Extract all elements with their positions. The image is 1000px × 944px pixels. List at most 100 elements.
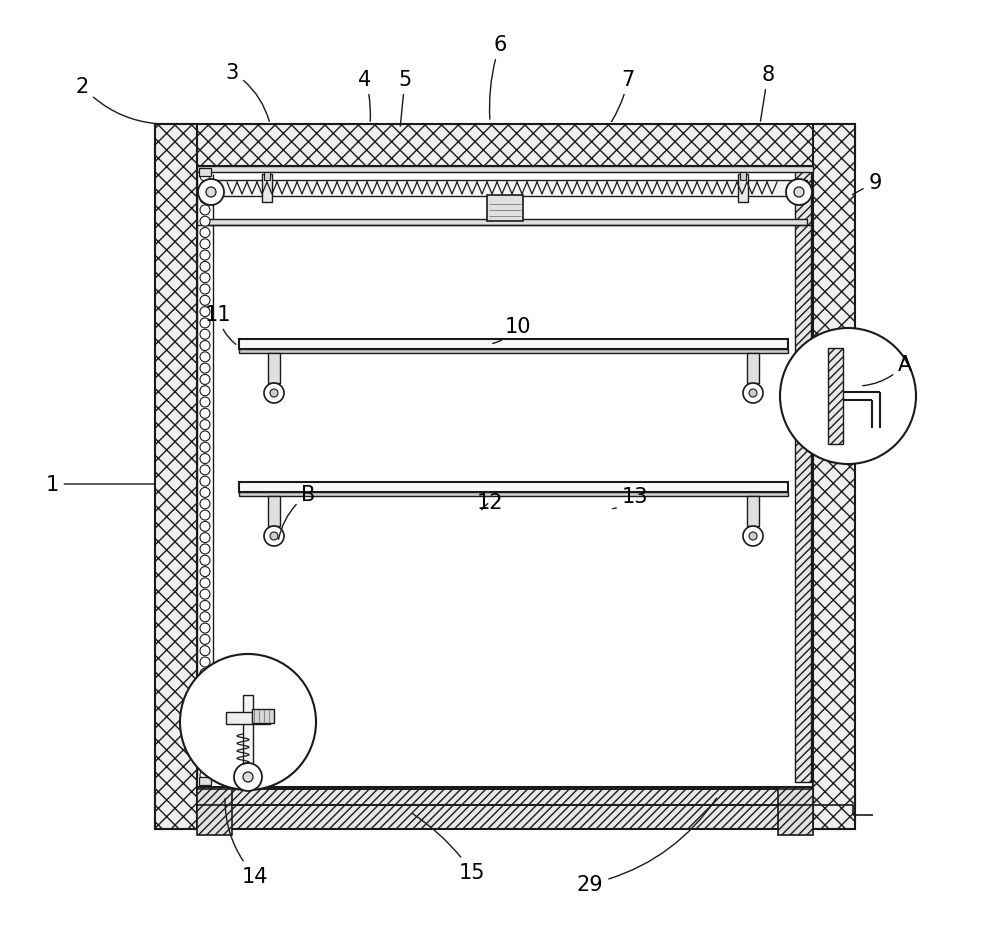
Circle shape [200,329,210,340]
Bar [199,169,211,177]
Circle shape [206,188,216,198]
Bar [203,181,807,196]
Circle shape [270,532,278,540]
Circle shape [200,623,210,633]
Text: 14: 14 [225,799,268,886]
Circle shape [270,390,278,397]
Circle shape [200,454,210,464]
Bar [487,195,523,222]
Circle shape [200,318,210,329]
Bar [268,354,280,383]
Circle shape [200,431,210,442]
Text: 12: 12 [477,493,503,513]
Bar [239,349,788,354]
Circle shape [200,545,210,554]
Circle shape [200,759,210,768]
Circle shape [264,527,284,547]
Bar [795,172,811,783]
Circle shape [200,465,210,476]
Bar [197,167,813,173]
Text: 13: 13 [613,486,648,509]
Text: 4: 4 [358,70,372,122]
Circle shape [749,390,757,397]
Circle shape [200,612,210,622]
Circle shape [200,657,210,667]
Text: 10: 10 [493,316,531,344]
Circle shape [200,386,210,396]
Circle shape [200,533,210,543]
Circle shape [200,172,210,182]
Circle shape [200,251,210,261]
Circle shape [794,188,804,198]
Circle shape [200,409,210,419]
Text: 3: 3 [225,63,269,122]
Circle shape [743,383,763,404]
Circle shape [200,274,210,283]
Bar [262,175,272,203]
Bar [747,354,759,383]
Circle shape [200,363,210,374]
Circle shape [200,725,210,735]
Circle shape [200,477,210,487]
Bar [239,340,788,349]
Circle shape [200,634,210,645]
Circle shape [200,668,210,679]
Circle shape [786,179,812,206]
Bar [243,696,253,767]
Circle shape [200,375,210,385]
Circle shape [200,308,210,317]
Circle shape [200,397,210,408]
Circle shape [200,702,210,713]
Circle shape [243,772,253,783]
Circle shape [200,194,210,205]
Circle shape [200,579,210,588]
Bar [155,125,197,829]
Bar [747,497,759,527]
Circle shape [198,179,224,206]
Circle shape [200,240,210,249]
Circle shape [743,527,763,547]
Circle shape [264,383,284,404]
Bar [828,348,843,445]
Bar [740,173,746,181]
Circle shape [200,228,210,238]
Circle shape [200,183,210,194]
Circle shape [780,329,916,464]
Circle shape [180,654,316,790]
Circle shape [200,352,210,362]
Text: B: B [279,484,315,540]
Text: 2: 2 [75,76,157,125]
Circle shape [200,488,210,497]
Circle shape [200,341,210,351]
Circle shape [200,420,210,430]
Bar [199,777,211,785]
Text: 11: 11 [205,305,236,345]
Bar [738,175,748,203]
Circle shape [200,567,210,577]
Circle shape [200,748,210,758]
Circle shape [200,646,210,656]
Circle shape [200,296,210,306]
Circle shape [200,600,210,611]
Text: 6: 6 [489,35,507,120]
Circle shape [200,217,210,227]
Circle shape [200,511,210,520]
Circle shape [200,262,210,272]
Circle shape [200,714,210,724]
Text: 7: 7 [611,70,635,123]
Text: A: A [863,355,912,386]
Bar [778,787,813,835]
Circle shape [200,285,210,295]
Bar [203,220,807,226]
Circle shape [200,736,210,747]
Bar [197,787,232,835]
Bar [226,712,270,724]
Bar [268,497,280,527]
Bar [197,167,813,787]
Circle shape [200,691,210,701]
Text: 8: 8 [760,65,775,122]
Text: 15: 15 [412,814,485,882]
Bar [264,173,270,181]
Bar [239,493,788,497]
Text: 9: 9 [852,173,882,195]
